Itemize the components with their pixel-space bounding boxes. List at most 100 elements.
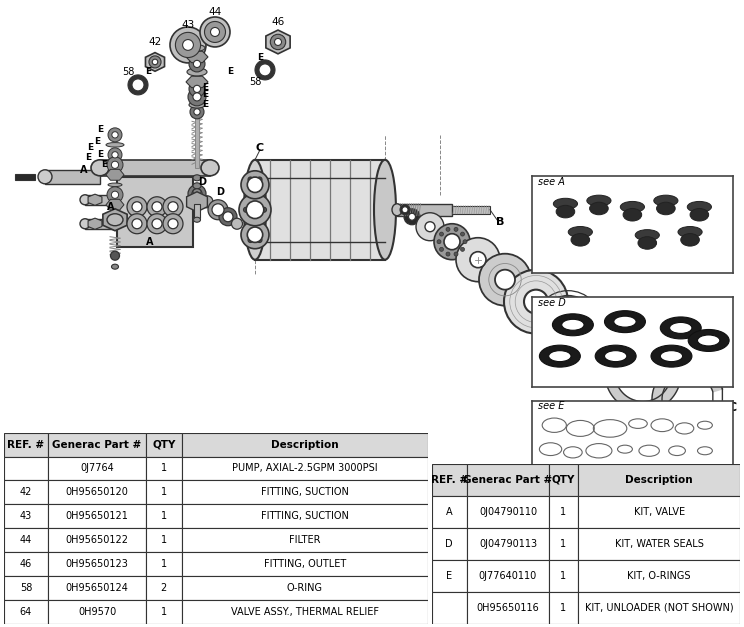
Text: FITTING, SUCTION: FITTING, SUCTION (261, 487, 349, 497)
Ellipse shape (219, 208, 237, 226)
Ellipse shape (437, 240, 441, 244)
Ellipse shape (434, 224, 470, 260)
Bar (467, 496, 549, 528)
Ellipse shape (255, 60, 275, 80)
Text: 58: 58 (248, 77, 261, 87)
Ellipse shape (568, 226, 592, 238)
Ellipse shape (495, 270, 515, 290)
Ellipse shape (152, 202, 162, 212)
Text: FILTER: FILTER (289, 535, 321, 545)
Bar (146, 456, 182, 480)
Text: Generac Part #: Generac Part # (52, 440, 141, 450)
Ellipse shape (247, 227, 263, 243)
Text: see E: see E (537, 401, 564, 411)
Bar (48, 552, 146, 576)
Ellipse shape (80, 219, 90, 229)
Bar (182, 600, 428, 624)
Ellipse shape (211, 28, 219, 36)
Ellipse shape (108, 148, 122, 162)
Ellipse shape (562, 319, 584, 330)
Text: FITTING, OUTLET: FITTING, OUTLET (263, 559, 346, 569)
Ellipse shape (635, 229, 659, 241)
Bar (182, 528, 428, 552)
Ellipse shape (571, 234, 589, 246)
Bar (146, 480, 182, 504)
Ellipse shape (400, 205, 410, 214)
Ellipse shape (231, 218, 243, 229)
Bar (432, 464, 467, 496)
Ellipse shape (189, 56, 205, 72)
Bar (578, 560, 740, 592)
Bar (432, 528, 467, 560)
Text: 44: 44 (20, 535, 32, 545)
Bar (4, 552, 48, 576)
Ellipse shape (557, 206, 574, 218)
Text: D: D (446, 539, 453, 549)
Text: A: A (80, 165, 88, 175)
Text: A: A (446, 507, 452, 517)
Text: QTY: QTY (152, 440, 176, 450)
Ellipse shape (456, 238, 500, 282)
Bar (48, 480, 146, 504)
Text: KIT, WATER SEALS: KIT, WATER SEALS (615, 539, 704, 549)
Text: E: E (101, 161, 107, 169)
Bar (146, 576, 182, 600)
Ellipse shape (504, 270, 568, 334)
Bar (182, 433, 428, 456)
Ellipse shape (404, 209, 420, 224)
Polygon shape (186, 51, 208, 63)
Ellipse shape (587, 195, 611, 206)
Ellipse shape (261, 208, 266, 213)
Ellipse shape (425, 222, 435, 232)
Ellipse shape (259, 64, 271, 76)
Bar (4, 576, 48, 600)
Ellipse shape (614, 316, 636, 327)
Bar (194, 204, 200, 218)
Text: 1: 1 (560, 603, 567, 613)
Ellipse shape (152, 219, 162, 229)
Ellipse shape (168, 219, 178, 229)
Ellipse shape (257, 177, 262, 182)
Ellipse shape (170, 27, 206, 63)
Ellipse shape (374, 160, 396, 260)
Ellipse shape (239, 194, 271, 226)
Text: 0H95650122: 0H95650122 (65, 535, 129, 545)
Ellipse shape (638, 237, 656, 250)
Ellipse shape (440, 247, 443, 251)
Ellipse shape (107, 187, 123, 203)
Text: E: E (94, 137, 100, 146)
Ellipse shape (193, 85, 201, 93)
Ellipse shape (604, 310, 646, 332)
Bar (432, 496, 467, 528)
Ellipse shape (112, 264, 118, 269)
Ellipse shape (461, 247, 464, 251)
Ellipse shape (200, 17, 230, 47)
Ellipse shape (248, 238, 253, 243)
Ellipse shape (402, 207, 408, 213)
Ellipse shape (193, 93, 201, 101)
Text: 0H9570: 0H9570 (78, 607, 116, 617)
Polygon shape (605, 335, 679, 411)
Bar (4, 504, 48, 528)
Ellipse shape (189, 102, 205, 108)
Text: KIT, O-RINGS: KIT, O-RINGS (627, 571, 691, 581)
Text: 0J77640110: 0J77640110 (479, 571, 537, 581)
Bar (100, 160, 210, 176)
Bar (578, 464, 740, 496)
Text: 1: 1 (161, 511, 167, 521)
Ellipse shape (246, 201, 264, 219)
Ellipse shape (661, 350, 683, 362)
Ellipse shape (193, 183, 201, 189)
Bar (85, 195, 117, 205)
Bar (549, 560, 578, 592)
Ellipse shape (112, 161, 118, 169)
Bar (48, 576, 146, 600)
Ellipse shape (661, 317, 702, 339)
Polygon shape (103, 209, 127, 231)
Ellipse shape (257, 238, 262, 243)
Ellipse shape (479, 254, 531, 305)
Text: 0J7764: 0J7764 (80, 463, 114, 473)
Text: 43: 43 (20, 511, 32, 521)
Ellipse shape (111, 251, 120, 260)
Polygon shape (652, 364, 722, 436)
